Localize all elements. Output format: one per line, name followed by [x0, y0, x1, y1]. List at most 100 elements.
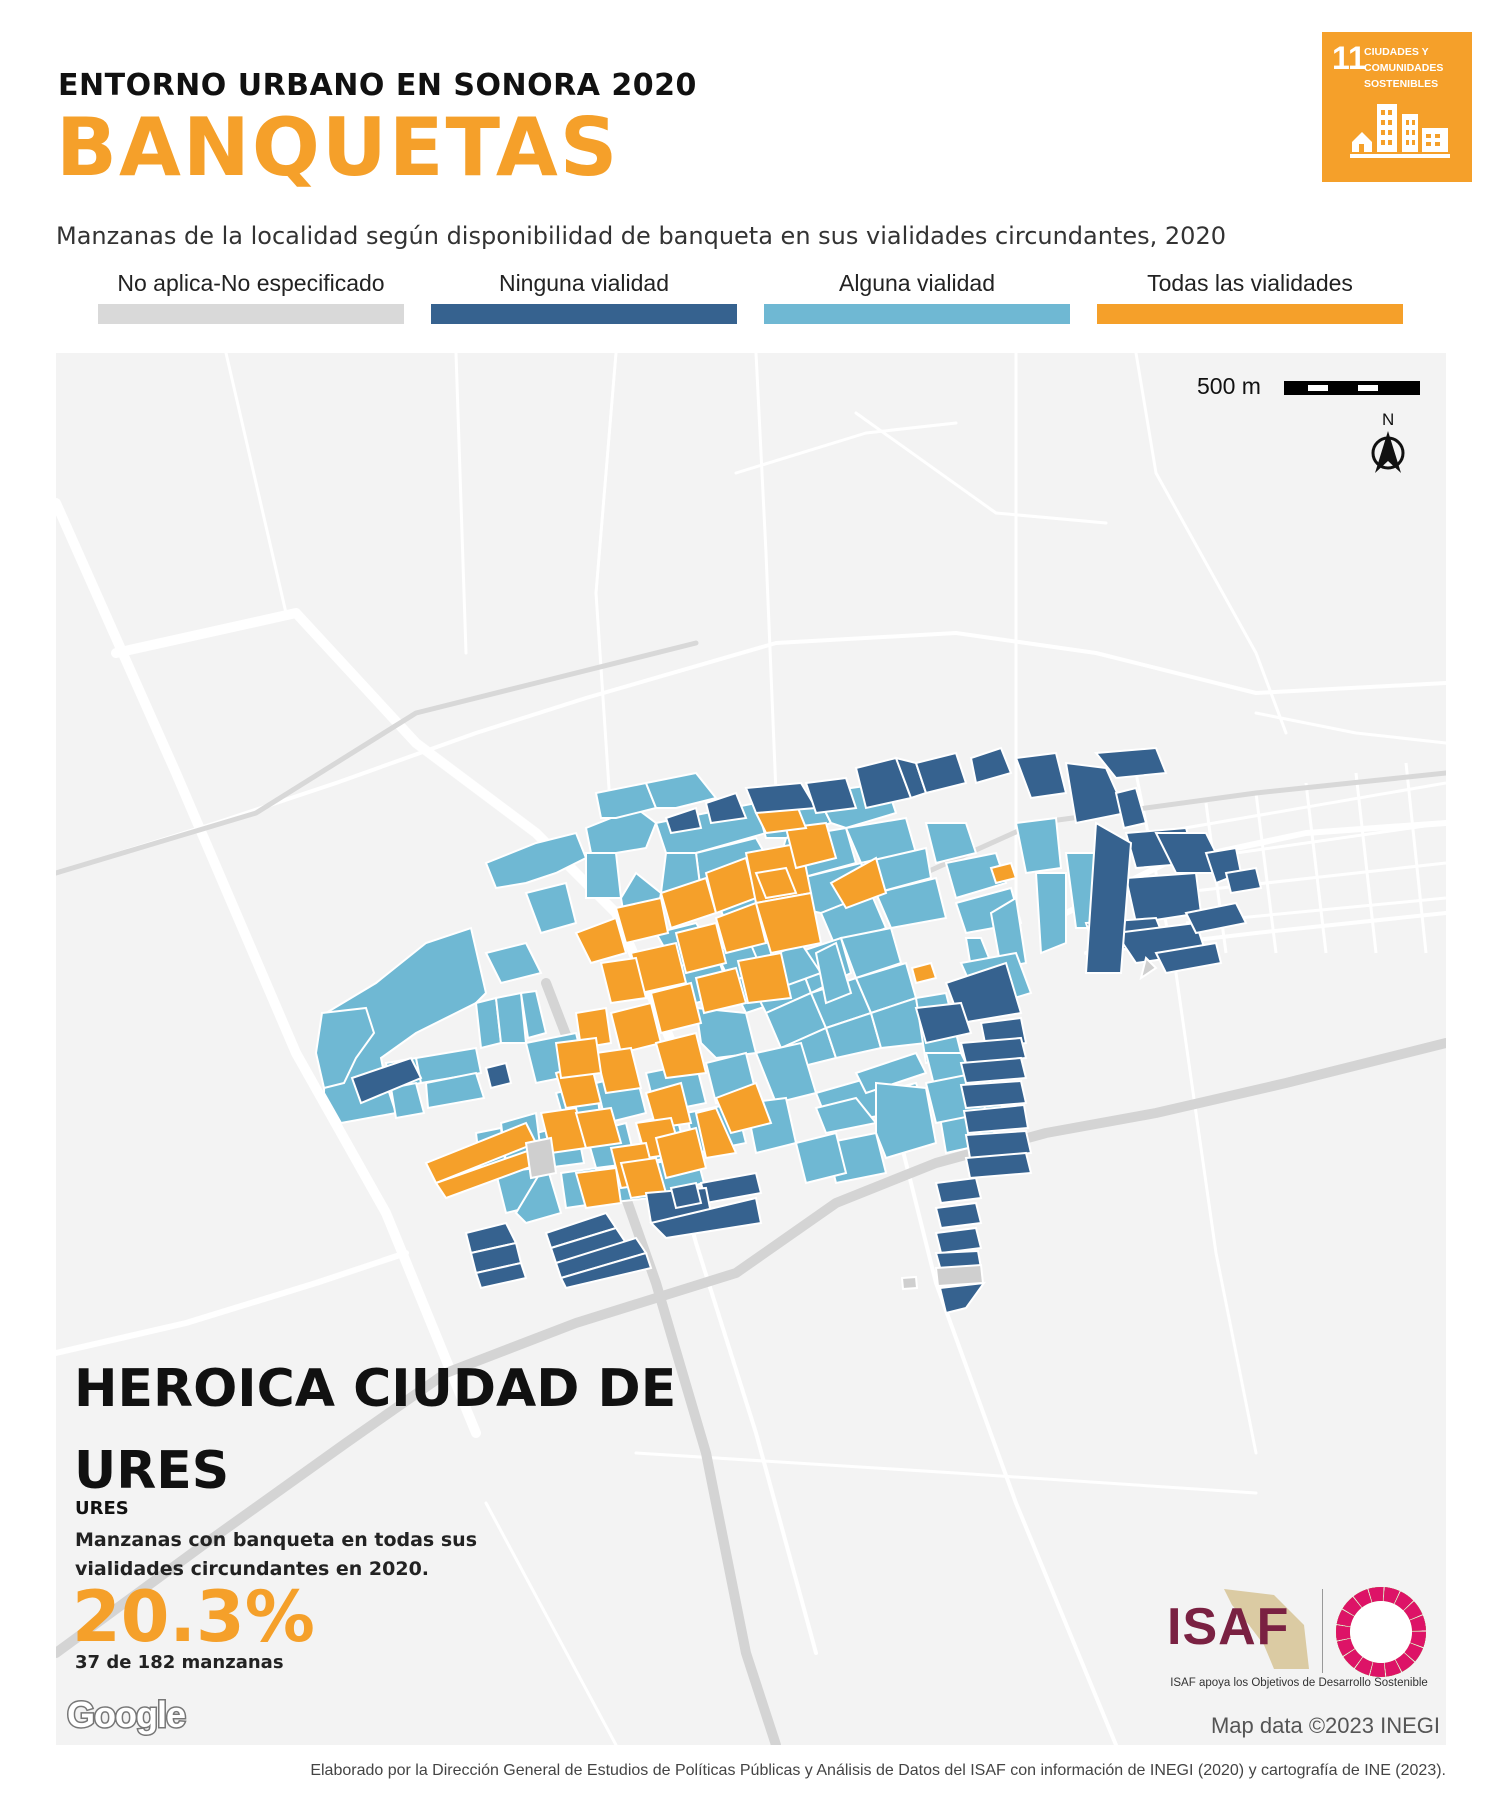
- road: [854, 411, 1108, 525]
- north-label: N: [1382, 410, 1394, 429]
- block-todas: [599, 956, 648, 1005]
- road: [1134, 353, 1288, 735]
- block-todas: [574, 916, 628, 965]
- legend-label: Ninguna vialidad: [498, 270, 670, 296]
- sdg-wheel-icon: [1336, 1587, 1426, 1677]
- block-alguna: [644, 771, 718, 809]
- block-ninguna: [1154, 941, 1223, 975]
- block-ninguna: [704, 791, 748, 825]
- block-ninguna: [664, 806, 703, 835]
- block-alguna: [424, 1071, 486, 1110]
- block-todas: [594, 1046, 643, 1095]
- road: [484, 1501, 618, 1745]
- block-alguna: [874, 876, 948, 930]
- block-ninguna: [964, 1151, 1033, 1180]
- page-description: Manzanas de la localidad según disponibi…: [56, 222, 1226, 250]
- block-ninguna: [934, 1176, 983, 1205]
- road: [634, 1451, 1258, 1495]
- legend-item-todas: Todas las vialidades: [1097, 268, 1403, 324]
- block-ninguna: [1084, 821, 1133, 974]
- highway: [833, 770, 1446, 916]
- block-ninguna: [744, 781, 818, 815]
- block-todas: [736, 951, 793, 1005]
- block-ninguna: [1014, 751, 1068, 800]
- block-ninguna: [474, 1261, 528, 1290]
- block-todas: [784, 821, 838, 870]
- block-alguna: [794, 1131, 848, 1185]
- page-kicker: ENTORNO URBANO EN SONORA 2020: [58, 68, 697, 103]
- block-alguna: [314, 1006, 376, 1090]
- legend-label: No aplica-No especificado: [117, 270, 385, 296]
- block-todas: [574, 1166, 623, 1210]
- block-alguna: [875, 1081, 938, 1160]
- road: [894, 1121, 1118, 1745]
- municipality-name: URES: [75, 1498, 129, 1519]
- isaf-logo: ISAF ISAF apoya los Objetivos de Desarro…: [1154, 1585, 1444, 1700]
- block-todas: [649, 981, 703, 1035]
- scale-label: 500 m: [1197, 373, 1261, 399]
- stat-description: Manzanas con banqueta en todas sus viali…: [75, 1529, 477, 1580]
- block-alguna: [924, 822, 978, 865]
- road: [56, 498, 481, 1438]
- block-alguna: [814, 941, 853, 1005]
- block-todas: [574, 1106, 623, 1150]
- road: [734, 421, 958, 475]
- city-buildings-icon: [1350, 104, 1450, 158]
- highway: [56, 640, 699, 876]
- legend-swatch: [431, 304, 737, 324]
- road: [754, 353, 778, 795]
- page-title: BANQUETAS: [56, 101, 620, 194]
- block-ninguna: [1094, 746, 1168, 780]
- block-ninguna: [959, 1056, 1028, 1085]
- block-ninguna: [934, 1226, 983, 1255]
- block-ninguna: [669, 1181, 703, 1210]
- road: [224, 353, 288, 615]
- scale-bar: [1284, 381, 1420, 395]
- block-ninguna: [804, 776, 858, 815]
- block-ninguna: [649, 1196, 763, 1240]
- block-todas: [674, 921, 728, 975]
- block-ninguna: [484, 1061, 513, 1090]
- block-todas: [694, 966, 748, 1015]
- map[interactable]: N 500 m: [56, 353, 1446, 1745]
- block-ninguna: [350, 1056, 423, 1105]
- google-logo: Google: [66, 1693, 188, 1737]
- legend-label: Alguna vialidad: [838, 270, 995, 296]
- block-alguna: [839, 926, 903, 980]
- blocks-no-aplica: [524, 956, 1158, 1291]
- block-alguna: [989, 896, 1028, 970]
- map-base: N: [56, 353, 1446, 1745]
- block-alguna: [854, 1051, 928, 1095]
- block-todas: [910, 961, 938, 985]
- stat-percent: 20.3%: [72, 1576, 315, 1658]
- isaf-tagline: ISAF apoya los Objetivos de Desarrollo S…: [1170, 1677, 1428, 1689]
- legend-item-no-aplica: No aplica-No especificado: [98, 268, 404, 324]
- block-todas: [644, 1081, 693, 1130]
- legend-item-alguna: Alguna vialidad: [764, 268, 1070, 324]
- block-todas: [554, 1036, 603, 1080]
- legend-item-ninguna: Ninguna vialidad: [431, 268, 737, 324]
- map-attribution: Map data ©2023 INEGI: [1210, 1713, 1440, 1738]
- block-todas: [829, 856, 888, 910]
- block-ninguna: [959, 1079, 1028, 1110]
- north-arrow-icon: N: [1371, 410, 1405, 473]
- block-ninguna: [962, 1103, 1030, 1135]
- blocks-ninguna-vialidad: [350, 746, 1263, 1315]
- block-ninguna: [914, 1001, 973, 1045]
- block-ninguna: [938, 1281, 987, 1315]
- block-alguna: [484, 941, 543, 985]
- logo-divider: [1322, 1589, 1323, 1673]
- block-todas: [654, 1031, 708, 1080]
- legend-swatch: [1097, 304, 1403, 324]
- block-todas: [714, 1081, 773, 1135]
- sdg-11-badge: 11 CIUDADES Y COMUNIDADES SOSTENIBLES: [1322, 32, 1472, 182]
- footer-credits: Elaborado por la Dirección General de Es…: [310, 1762, 1446, 1779]
- block-alguna: [1034, 872, 1067, 955]
- sonora-state-icon: [1224, 1589, 1309, 1669]
- block-alguna: [519, 989, 548, 1040]
- block-alguna: [585, 852, 623, 899]
- city-name: HEROICA CIUDAD DE URES: [74, 1359, 677, 1501]
- block-no-aplica: [1139, 956, 1158, 981]
- block-alguna: [1014, 816, 1063, 875]
- block-no-aplica: [934, 1263, 985, 1288]
